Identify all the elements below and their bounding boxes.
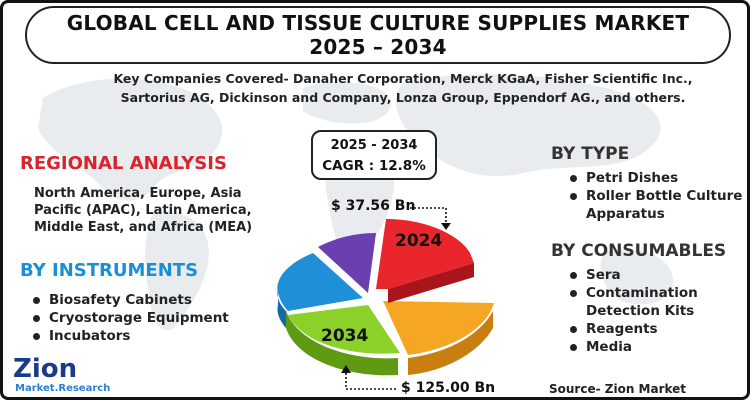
consumables-list: Sera Contamination Detection Kits Reagen… xyxy=(566,266,746,356)
pie-slice-purple xyxy=(318,233,376,293)
bullet-icon xyxy=(33,333,40,340)
list-item: Reagents xyxy=(566,320,746,338)
pie-label-2034: 2034 xyxy=(321,326,368,346)
pie-chart-3d: 2024 2034 xyxy=(277,219,494,376)
list-item: Media xyxy=(566,338,746,356)
pie-slice-green xyxy=(288,305,400,354)
type-label: Roller Bottle Culture Apparatus xyxy=(586,188,743,222)
type-list: Petri Dishes Roller Bottle Culture Appar… xyxy=(566,169,746,223)
pie-slice-red-side xyxy=(388,263,474,303)
pie-slice-blue xyxy=(277,253,363,311)
page-title-line-2: 2025 – 2034 xyxy=(309,35,447,59)
key-companies-line-1: Key Companies Covered- Danaher Corporati… xyxy=(113,71,693,86)
key-companies-line-2: Sartorius AG, Dickinson and Company, Lon… xyxy=(120,90,686,105)
instruments-list: Biosafety Cabinets Cryostorage Equipment… xyxy=(29,291,229,345)
consumable-label: Reagents xyxy=(586,321,658,337)
logo-subtitle: Market.Research xyxy=(15,383,111,394)
consumable-label: Contamination Detection Kits xyxy=(586,285,698,319)
page-title-line-1: GLOBAL CELL AND TISSUE CULTURE SUPPLIES … xyxy=(66,11,690,35)
pie-side-green xyxy=(286,311,398,376)
bullet-icon xyxy=(570,193,577,200)
by-type-heading: BY TYPE xyxy=(551,144,630,164)
list-item: Petri Dishes xyxy=(566,169,746,187)
bullet-icon xyxy=(570,326,577,333)
pie-label-2024: 2024 xyxy=(395,231,442,251)
leader-line-2024 xyxy=(410,207,451,230)
bullet-icon xyxy=(570,290,577,297)
bullet-icon xyxy=(33,315,40,322)
consumable-label: Media xyxy=(586,339,632,355)
list-item: Roller Bottle Culture Apparatus xyxy=(566,187,746,223)
instrument-label: Cryostorage Equipment xyxy=(49,310,229,326)
key-companies: Key Companies Covered- Danaher Corporati… xyxy=(93,69,713,107)
instrument-label: Biosafety Cabinets xyxy=(49,292,192,308)
pie-slice-orange xyxy=(383,301,494,355)
bullet-icon xyxy=(33,297,40,304)
pie-side-orange xyxy=(408,311,493,375)
consumable-label: Sera xyxy=(586,267,621,283)
pie-depth xyxy=(277,289,493,376)
by-instruments-heading: BY INSTRUMENTS xyxy=(20,260,199,281)
source-text: Source- Zion Market Research xyxy=(549,382,687,397)
bullet-icon xyxy=(570,344,577,351)
bullet-icon xyxy=(570,175,577,182)
cagr-period: 2025 - 2034 xyxy=(330,138,418,153)
instrument-label: Incubators xyxy=(49,328,131,344)
cagr-value: CAGR : 12.8% xyxy=(322,158,426,174)
leader-line-2034 xyxy=(341,365,398,390)
zion-logo: Zion Market.Research xyxy=(13,354,123,397)
list-item: Incubators xyxy=(29,327,229,345)
regional-analysis-heading: REGIONAL ANALYSIS xyxy=(20,153,227,174)
value-2024: $ 37.56 Bn xyxy=(331,198,416,214)
pie-slice-red xyxy=(376,219,474,289)
bullet-icon xyxy=(570,272,577,279)
type-label: Petri Dishes xyxy=(586,170,679,186)
title-box: GLOBAL CELL AND TISSUE CULTURE SUPPLIES … xyxy=(25,6,731,64)
logo-name: Zion xyxy=(13,354,78,384)
list-item: Biosafety Cabinets xyxy=(29,291,229,309)
by-consumables-heading: BY CONSUMABLES xyxy=(551,241,727,261)
pie-side-blue xyxy=(277,289,286,328)
regional-analysis-text: North America, Europe, Asia Pacific (APA… xyxy=(34,186,253,235)
list-item: Contamination Detection Kits xyxy=(566,284,746,320)
cagr-box: 2025 - 2034 CAGR : 12.8% xyxy=(311,130,437,180)
list-item: Sera xyxy=(566,266,746,284)
list-item: Cryostorage Equipment xyxy=(29,309,229,327)
value-2034: $ 125.00 Bn xyxy=(401,380,496,396)
